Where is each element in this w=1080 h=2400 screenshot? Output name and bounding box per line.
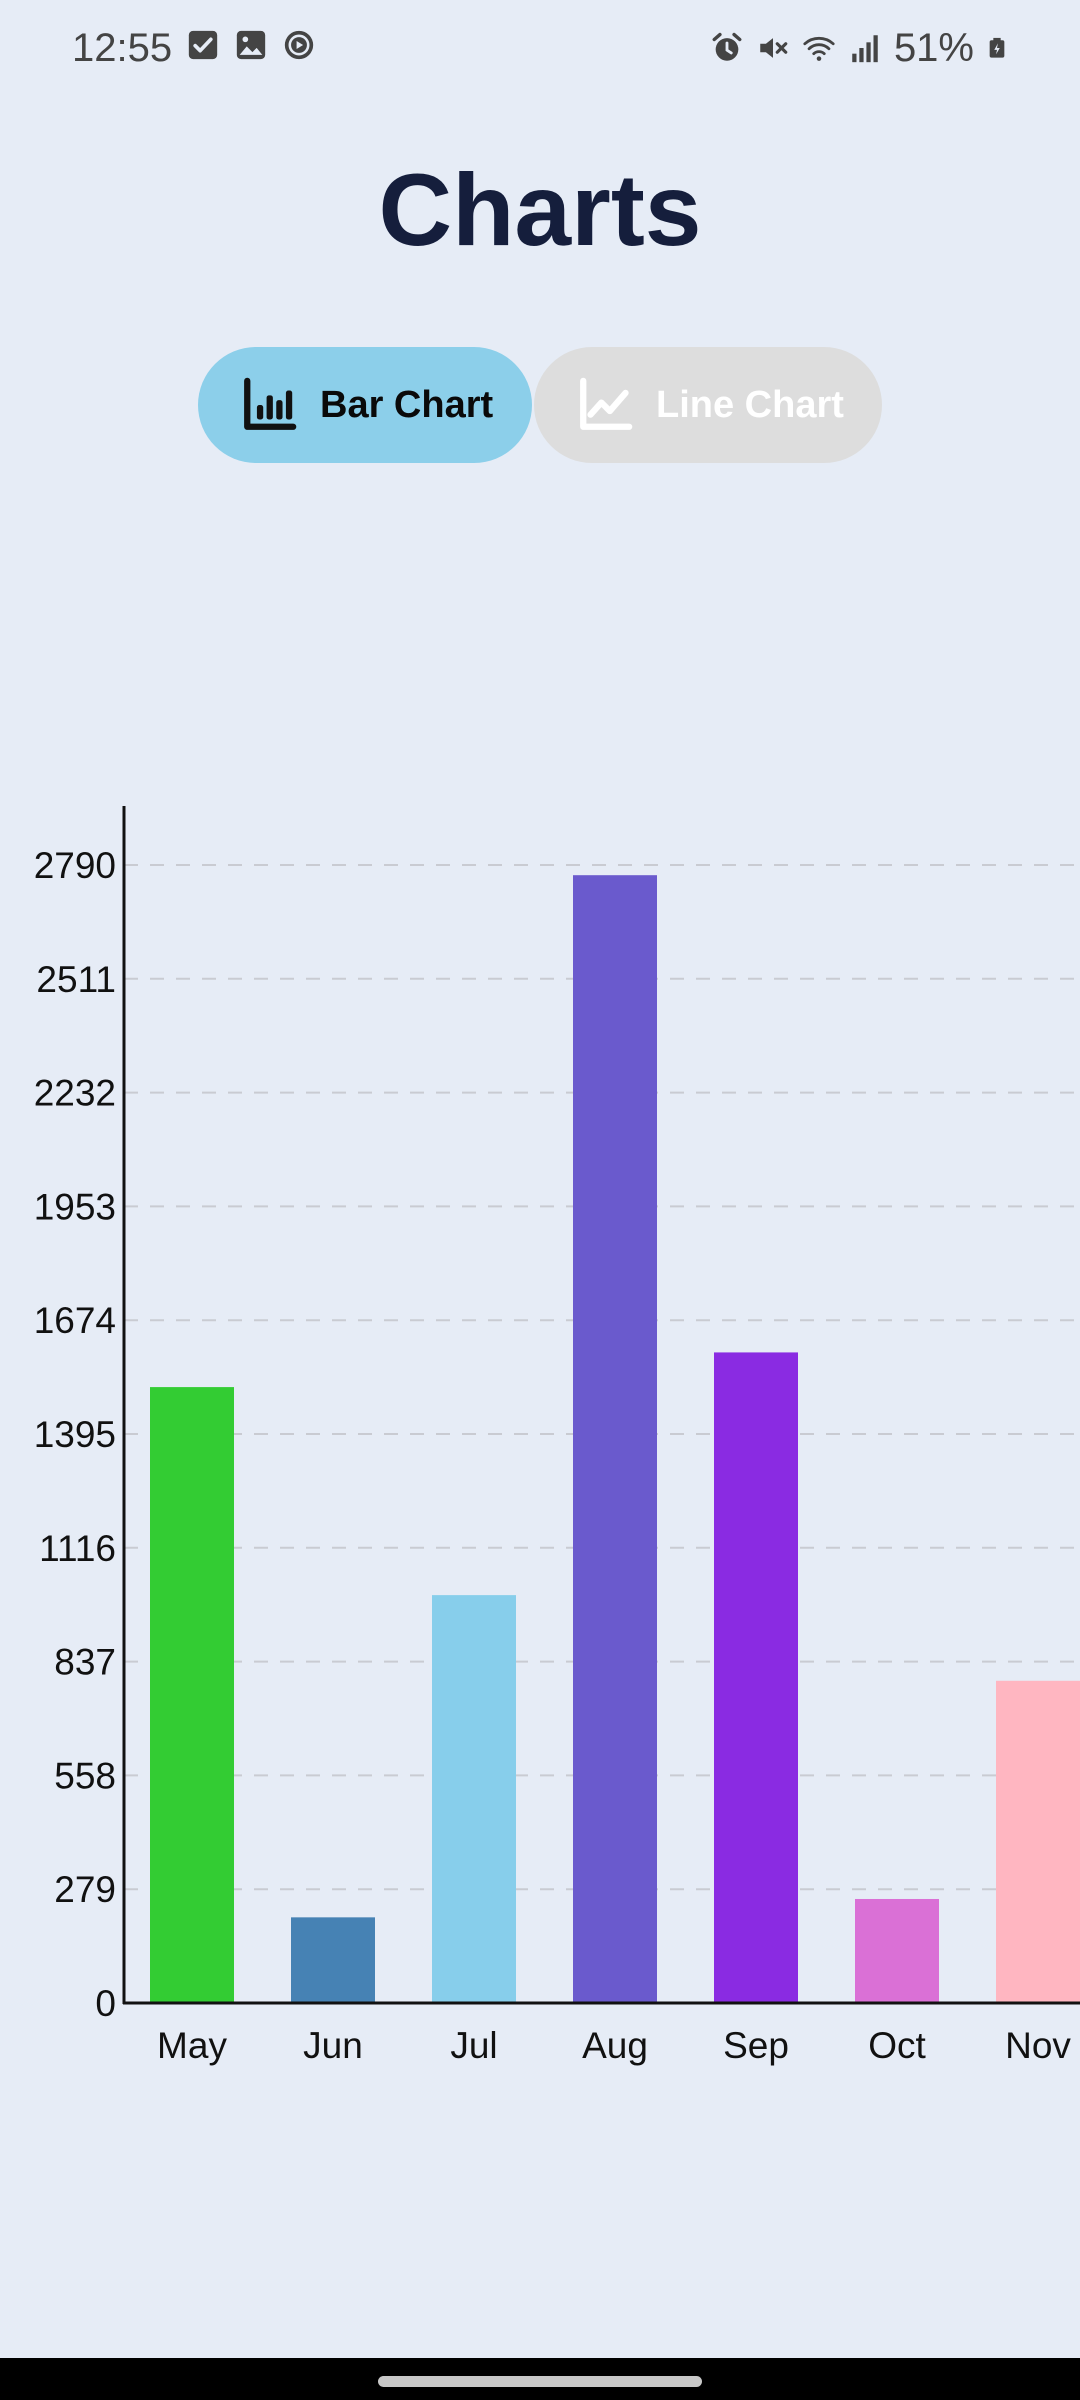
line-chart-button-label: Line Chart xyxy=(656,383,844,426)
y-tick-label: 2511 xyxy=(36,959,116,1000)
home-gesture-handle[interactable] xyxy=(378,2376,702,2387)
x-tick-label: May xyxy=(157,2025,227,2066)
chart-bars xyxy=(150,875,1080,2003)
x-tick-label: Oct xyxy=(868,2025,926,2066)
bar-may xyxy=(150,1387,234,2003)
x-tick-label: Jul xyxy=(450,2025,497,2066)
image-icon xyxy=(236,30,266,60)
checkbox-icon xyxy=(188,30,218,60)
bar-nov xyxy=(996,1680,1080,2003)
line-chart-icon xyxy=(580,377,633,430)
y-tick-label: 0 xyxy=(95,1983,116,2024)
y-tick-label: 2232 xyxy=(34,1073,116,1114)
bar-chart-icon xyxy=(244,377,297,430)
status-bar: 12:55 xyxy=(0,0,1080,96)
y-tick-label: 279 xyxy=(54,1869,116,1910)
y-tick-label: 837 xyxy=(54,1642,116,1683)
y-tick-label: 1395 xyxy=(34,1414,116,1455)
line-chart-button[interactable]: Line Chart xyxy=(534,347,882,463)
x-tick-label: Jun xyxy=(303,2025,363,2066)
page-title: Charts xyxy=(378,153,702,267)
bar-jun xyxy=(291,1917,375,2003)
battery-icon xyxy=(989,37,1005,58)
y-tick-label: 2790 xyxy=(34,845,116,886)
play-circle-icon xyxy=(284,30,314,60)
alarm-icon xyxy=(712,32,742,61)
bar-chart-button[interactable]: Bar Chart xyxy=(198,347,532,463)
signal-icon xyxy=(852,35,878,63)
x-tick-label: Nov xyxy=(1005,2025,1071,2066)
bar-oct xyxy=(855,1898,939,2003)
bar-chart: 0 279 558 837 1116 1395 1674 1953 2232 2511 2790 M… xyxy=(34,806,1080,2066)
wifi-icon xyxy=(803,36,835,61)
battery-percentage: 51% xyxy=(893,26,974,70)
status-time: 12:55 xyxy=(72,26,173,70)
x-tick-label: Sep xyxy=(723,2025,789,2066)
x-tick-label: Aug xyxy=(582,2025,648,2066)
status-system-icons: 51% xyxy=(710,24,1008,72)
chart-axes xyxy=(122,806,1080,2005)
y-tick-label: 1116 xyxy=(39,1528,116,1569)
x-axis-tick-labels: May Jun Jul Aug Sep Oct Nov xyxy=(157,2025,1071,2066)
y-tick-label: 1953 xyxy=(34,1186,116,1227)
bar-sep xyxy=(714,1352,798,2003)
y-axis-tick-labels: 0 279 558 837 1116 1395 1674 1953 2232 2511 2790 xyxy=(34,845,116,2024)
y-tick-label: 1674 xyxy=(34,1300,116,1341)
bar-chart-button-label: Bar Chart xyxy=(320,383,494,426)
y-tick-label: 558 xyxy=(54,1755,116,1796)
navigation-bar xyxy=(0,2358,1080,2400)
bar-aug xyxy=(573,875,657,2003)
mute-icon xyxy=(760,38,788,58)
status-notification-icons xyxy=(186,28,316,62)
bar-jul xyxy=(432,1595,516,2003)
